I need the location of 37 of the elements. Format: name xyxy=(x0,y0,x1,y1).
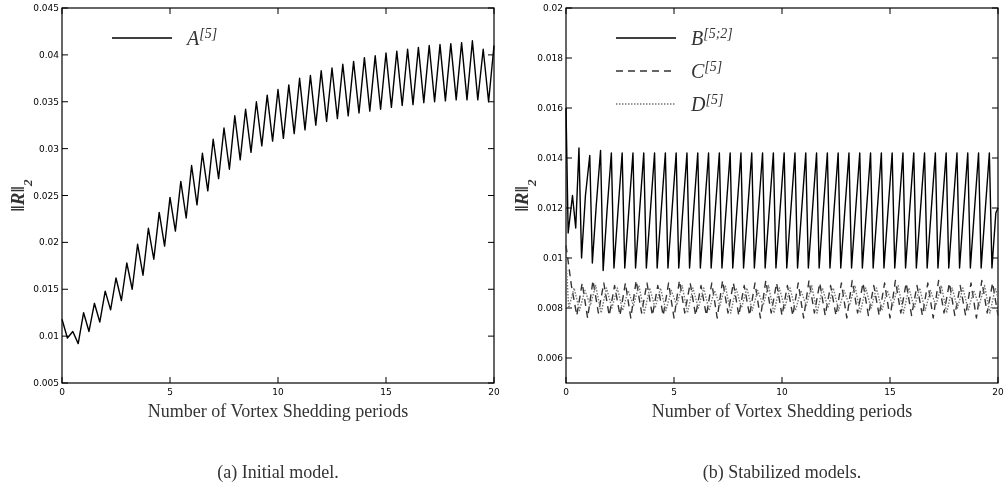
text: (b) Stabilized models. xyxy=(702,462,862,483)
x-axis-title: Number of Vortex Shedding periods xyxy=(147,401,409,421)
legend-label: C$^{[5]}$ xyxy=(691,58,723,82)
text: (a) Initial model. xyxy=(217,462,339,483)
legend-label: D$^{[5]}$ xyxy=(690,91,724,115)
y-tick-label: 0.008 xyxy=(537,303,564,313)
y-tick-label: 0.01 xyxy=(542,253,563,263)
y-tick-label: 0.045 xyxy=(33,3,59,13)
y-tick-label: 0.012 xyxy=(537,203,563,213)
y-tick-label: 0.016 xyxy=(537,103,564,113)
x-tick-label: 0 xyxy=(59,387,66,397)
y-tick-label: 0.015 xyxy=(33,284,59,295)
x-tick-label: 5 xyxy=(671,387,677,397)
x-tick-label: 5 xyxy=(167,387,173,397)
y-tick-label: 0.03 xyxy=(38,143,59,154)
legend-label: A$^{[5]}$ xyxy=(185,25,218,49)
x-tick-label: 0 xyxy=(563,387,570,397)
x-tick-label: 15 xyxy=(884,387,896,397)
x-tick-label: 10 xyxy=(776,387,788,397)
y-tick-label: 0.014 xyxy=(537,153,564,163)
y-tick-label: 0.01 xyxy=(38,331,59,342)
x-tick-label: 20 xyxy=(488,387,500,397)
y-tick-label: 0.025 xyxy=(33,190,59,201)
x-tick-label: 10 xyxy=(272,387,284,397)
y-tick-label: 0.018 xyxy=(537,53,564,63)
y-tick-label: 0.04 xyxy=(38,49,60,60)
y-tick-label: 0.02 xyxy=(38,237,59,248)
x-axis-title: Number of Vortex Shedding periods xyxy=(651,401,913,421)
y-tick-label: 0.035 xyxy=(33,96,59,107)
x-tick-label: 20 xyxy=(992,387,1004,397)
line-series xyxy=(565,257,999,314)
x-tick-label: 15 xyxy=(380,387,392,397)
y-tick-label: 0.006 xyxy=(537,353,564,363)
y-tick-label: 0.005 xyxy=(33,378,59,388)
legend-label: B$^{[5;2]}$ xyxy=(691,25,733,49)
line-series xyxy=(565,244,999,319)
y-tick-label: 0.02 xyxy=(542,3,563,13)
